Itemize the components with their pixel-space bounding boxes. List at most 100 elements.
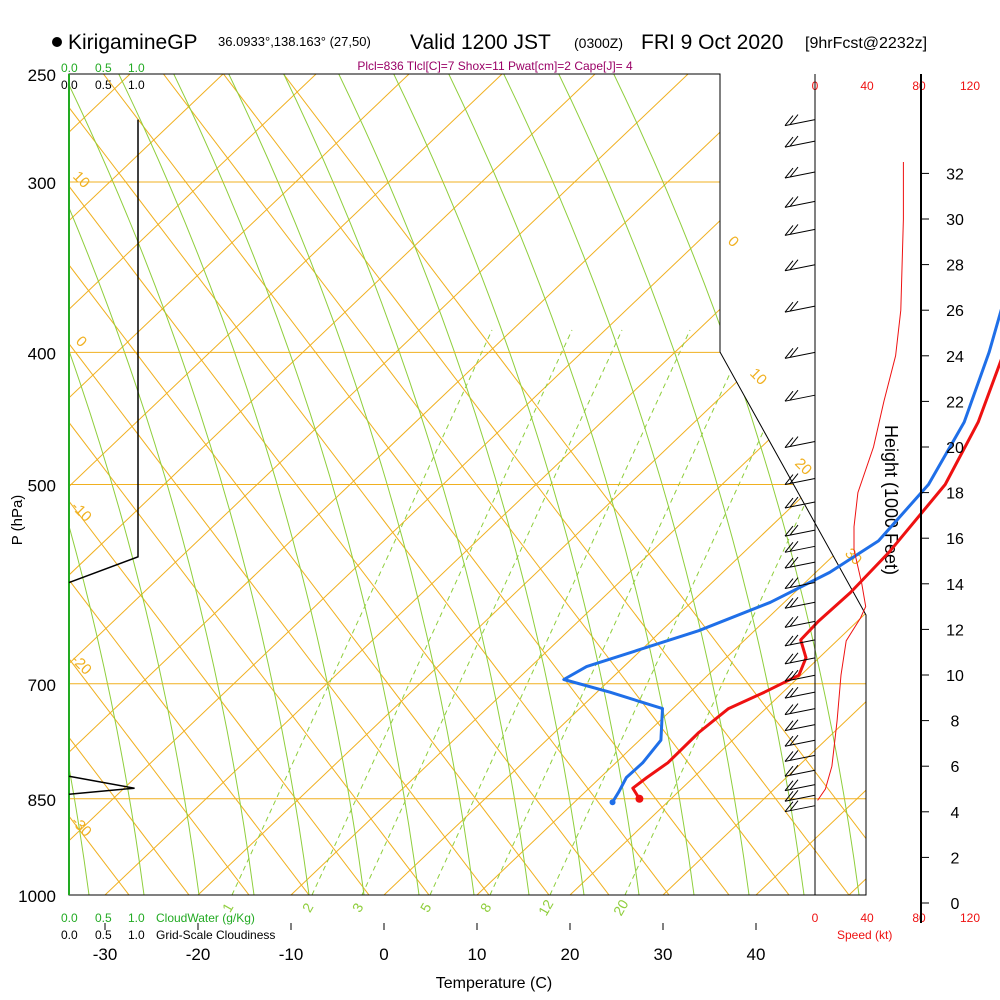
isotherm-label: -10 (68, 498, 95, 525)
wind-barb-flag (784, 597, 794, 609)
moist-adiabat-line (103, 74, 365, 895)
dry-adiabat-line (69, 74, 730, 895)
speed-top-80: 80 (912, 79, 926, 93)
wind-barb-flag (784, 780, 794, 791)
cloudwater-profile (68, 775, 135, 795)
wind-barb-flag (784, 720, 794, 731)
height-tick-label: 18 (946, 486, 964, 503)
moist-adiabat-line (543, 74, 805, 895)
station-name: KirigamineGP (68, 31, 198, 54)
height-tick-label: 2 (951, 850, 960, 867)
wind-barb-flag (789, 750, 799, 761)
wind-barb-flag (784, 635, 794, 647)
wind-barb (784, 669, 816, 682)
wind-barb-flag (789, 669, 799, 681)
wind-barb (784, 114, 816, 127)
wind-barb-flag (784, 390, 794, 402)
cloudiness-profile (68, 119, 139, 584)
wind-barb (784, 750, 816, 762)
valid-time: Valid 1200 JST (410, 31, 551, 54)
wind-barb-flag (789, 473, 799, 484)
wind-barb-flag (784, 735, 794, 747)
mixing-ratio-line (549, 329, 811, 895)
wind-barb (784, 577, 816, 590)
wind-barb-flag (784, 790, 794, 802)
wind-barb-flag (789, 135, 799, 147)
isotherm-label: 10 (69, 168, 93, 192)
wind-barb-flag (784, 525, 794, 537)
height-axis-title: Height (1000 Feet) (881, 425, 901, 575)
dry-adiabat-line (69, 74, 610, 895)
height-tick-label: 16 (946, 531, 964, 548)
moist-adiabat-line (69, 74, 90, 895)
cloudwater-bottom-0: 0.0 (61, 911, 78, 925)
moist-adiabat-line (69, 74, 200, 895)
moist-adiabat-line (0, 44, 34, 895)
mixing-ratio-line (231, 329, 493, 895)
x-axis-title: Temperature (C) (436, 975, 552, 992)
wind-barb-flag (784, 136, 794, 148)
utc-time: (0300Z) (574, 35, 623, 51)
pressure-tick-label: 500 (28, 477, 56, 496)
surface-dewpoint-dot (609, 799, 616, 806)
wind-barb-flag (784, 301, 794, 313)
cloudiness-top-05: 0.5 (95, 78, 112, 92)
dry-adiabat-line (69, 74, 670, 895)
wind-barb-flag (789, 596, 799, 608)
moist-adiabat-line (69, 74, 255, 895)
wind-barb-flag (784, 541, 794, 553)
wind-barb (784, 556, 816, 569)
moist-adiabat-line (488, 74, 750, 895)
wind-barb-flag (784, 704, 794, 715)
temperature-tick-label: 10 (468, 945, 487, 964)
wind-barb-flag (789, 436, 799, 447)
height-tick-label: 0 (951, 896, 960, 913)
wind-barb (784, 166, 816, 179)
wind-barb-flag (784, 497, 794, 509)
dry-adiabat-line (69, 74, 430, 895)
dry-adiabat-line (69, 74, 370, 895)
wind-barb-flag (789, 347, 799, 358)
mixing-ratio-line (361, 329, 623, 895)
wind-barb (784, 524, 816, 537)
height-tick-label: 4 (951, 805, 960, 822)
isotherm-label: -20 (68, 651, 95, 678)
dry-adiabat-line (69, 74, 190, 895)
wind-barb-flag (789, 764, 799, 776)
dry-adiabat-line (69, 74, 550, 895)
isotherm-line (569, 74, 866, 895)
wind-barb-flag (789, 686, 799, 698)
wind-barb-flag (784, 617, 794, 628)
cloudiness-top-1: 1.0 (128, 78, 145, 92)
cloudwater-top-1: 1.0 (128, 61, 145, 75)
cloudwater-top-0: 0.0 (61, 61, 78, 75)
isotherm-line (69, 74, 410, 895)
height-tick-label: 28 (946, 258, 964, 275)
wind-barb (784, 135, 816, 148)
wind-barb-flag (789, 389, 799, 401)
temperature-tick-label: -20 (186, 945, 211, 964)
wind-barb (784, 389, 816, 402)
forecast-info: [9hrFcst@2232z] (805, 35, 927, 52)
moist-adiabat-line (433, 74, 695, 895)
height-tick-label: 32 (946, 166, 964, 183)
wind-barb (784, 719, 816, 732)
height-tick-label: 30 (946, 212, 964, 229)
wind-speed-profile (817, 162, 904, 801)
moist-adiabat-line (69, 74, 145, 895)
wind-barb-flag (789, 166, 799, 178)
pressure-tick-label: 1000 (18, 887, 56, 906)
mixing-ratio-line (624, 329, 866, 895)
wind-barb-flag (784, 167, 794, 179)
wind-barb-flag (789, 616, 799, 627)
cloudwater-top-05: 0.5 (95, 61, 112, 75)
wind-barb (784, 473, 816, 486)
wind-barb-flag (789, 496, 799, 508)
isotherm-label: 20 (791, 455, 815, 479)
temperature-tick-label: -10 (279, 945, 304, 964)
cloudwater-bottom-1: 1.0 (128, 911, 145, 925)
isotherm-line (476, 74, 866, 895)
wind-barb-flag (784, 765, 794, 777)
pressure-tick-label: 700 (28, 676, 56, 695)
